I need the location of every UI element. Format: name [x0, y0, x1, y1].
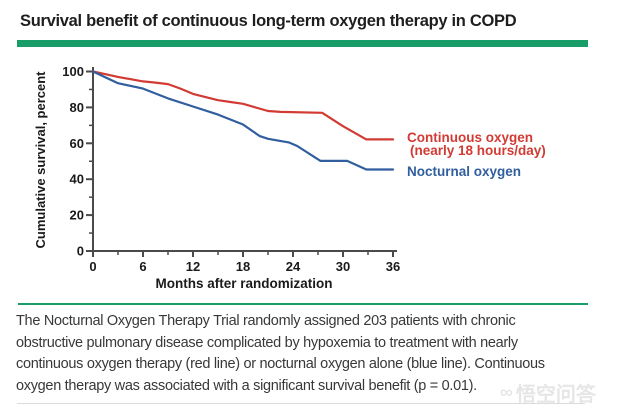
x-axis-ticks: 0 6 12 18 24 30 36 [89, 251, 400, 274]
y-tick-label: 0 [77, 244, 84, 259]
y-axis-ticks: 0 20 40 60 80 100 [62, 64, 93, 259]
x-tick-label: 18 [236, 259, 250, 274]
watermark-text: 悟空问答 [515, 384, 596, 406]
y-tick-label: 60 [70, 136, 84, 151]
series-line-continuous-oxygen [91, 70, 395, 141]
section-divider [18, 303, 588, 305]
x-tick-label: 36 [386, 259, 400, 274]
y-axis-title: Cumulative survival, percent [33, 71, 48, 249]
bottom-divider [17, 403, 585, 404]
x-tick-label: 0 [89, 259, 96, 274]
caption-line-4: oxygen therapy was associated with a sig… [16, 378, 477, 395]
legend: Continuous oxygen(nearly 18 hours/day) No… [407, 130, 546, 179]
title-accent-bar [17, 40, 588, 47]
legend-label-nocturnal-oxygen: Nocturnal oxygen [407, 164, 521, 179]
x-tick-label: 12 [186, 259, 200, 274]
x-tick-label: 6 [139, 259, 146, 274]
caption-line-2: obstructive pulmonary disease complicate… [16, 334, 518, 351]
x-tick-label: 30 [336, 259, 350, 274]
y-tick-label: 40 [70, 172, 84, 187]
series-line-nocturnal-oxygen [91, 70, 395, 171]
caption-line-3: continuous oxygen therapy (red line) or … [16, 356, 545, 373]
wukong-logo-icon: ∞ [500, 382, 513, 402]
legend-label-continuous-oxygen: (nearly 18 hours/day) [410, 143, 546, 158]
x-tick-label: 24 [286, 259, 301, 274]
legend-label-continuous-oxygen: Continuous oxygen [407, 130, 533, 145]
page-title: Survival benefit of continuous long-term… [20, 12, 517, 30]
series-lines [91, 70, 395, 171]
watermark: ∞ 悟空问答 [500, 378, 596, 407]
y-tick-label: 80 [70, 100, 84, 115]
y-tick-label: 20 [70, 208, 84, 223]
figure-caption: The Nocturnal Oxygen Therapy Trial rando… [16, 311, 616, 398]
x-axis-title: Months after randomization [155, 276, 332, 291]
axes [92, 67, 397, 252]
y-tick-label: 100 [62, 64, 84, 79]
caption-line-1: The Nocturnal Oxygen Therapy Trial rando… [16, 313, 516, 329]
